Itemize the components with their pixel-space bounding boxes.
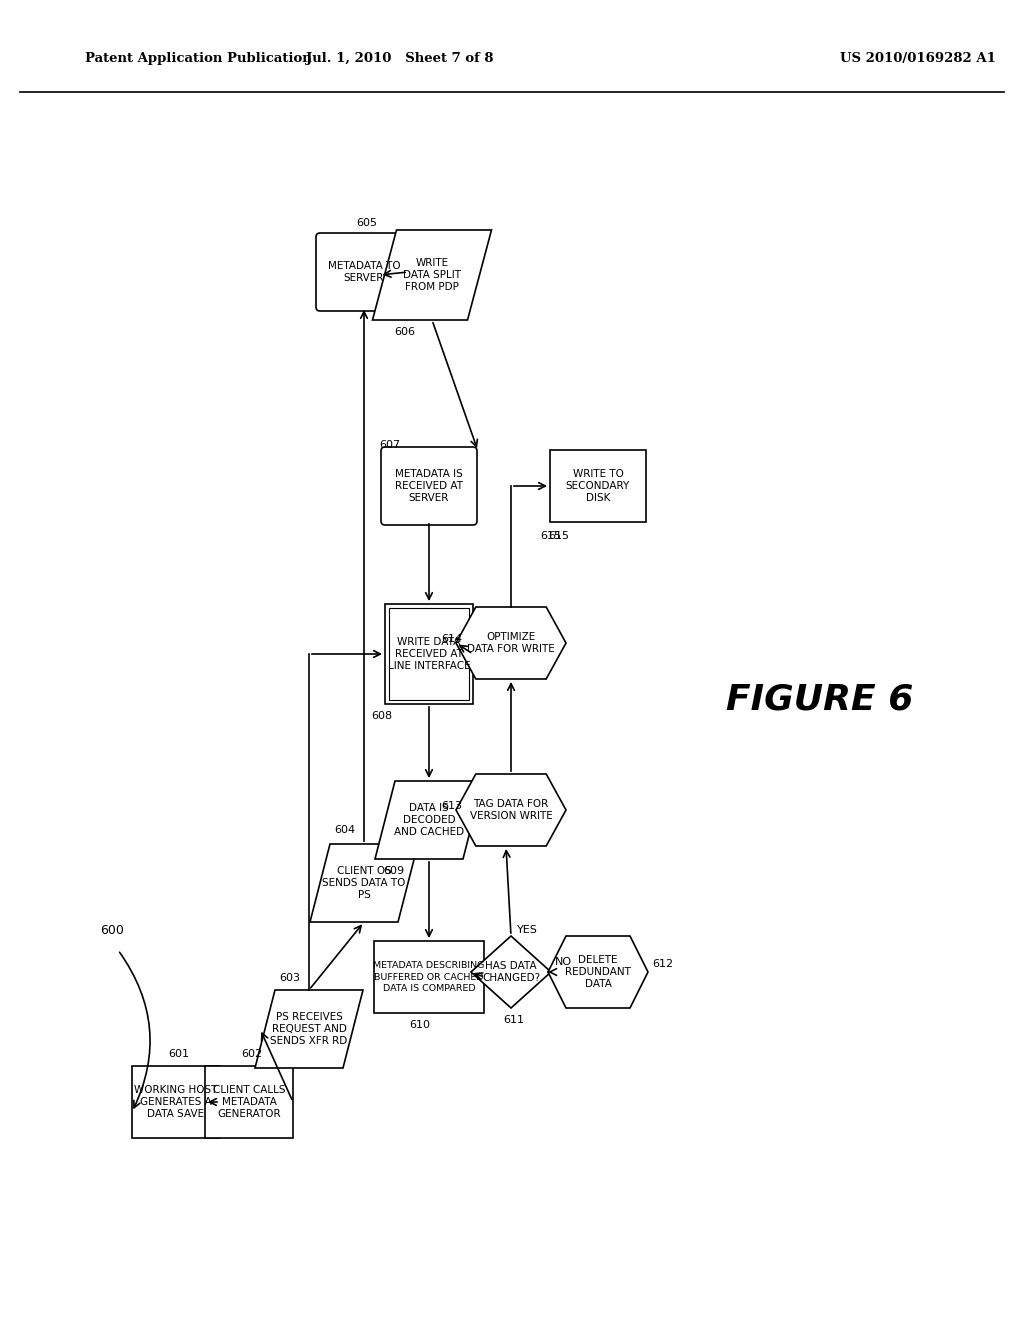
- Text: 601: 601: [168, 1049, 189, 1059]
- Bar: [374, 941, 484, 1012]
- Text: 611: 611: [503, 1015, 524, 1026]
- Text: 613: 613: [441, 801, 462, 810]
- Text: 614: 614: [441, 634, 462, 644]
- Text: FIGURE 6: FIGURE 6: [726, 682, 913, 717]
- Polygon shape: [373, 230, 492, 319]
- Text: METADATA IS
RECEIVED AT
SERVER: METADATA IS RECEIVED AT SERVER: [395, 469, 463, 503]
- Text: 606: 606: [394, 327, 415, 337]
- Text: WORKING HOST
GENERATES A
DATA SAVE: WORKING HOST GENERATES A DATA SAVE: [134, 1085, 218, 1119]
- FancyBboxPatch shape: [381, 447, 477, 525]
- Text: CLIENT OS
SENDS DATA TO
PS: CLIENT OS SENDS DATA TO PS: [323, 866, 406, 900]
- Text: WRITE TO
SECONDARY
DISK: WRITE TO SECONDARY DISK: [566, 469, 630, 503]
- Polygon shape: [548, 936, 648, 1008]
- Bar: [389, 609, 469, 700]
- Text: TAG DATA FOR
VERSION WRITE: TAG DATA FOR VERSION WRITE: [470, 799, 552, 821]
- Bar: [385, 605, 473, 704]
- Text: 602: 602: [241, 1049, 262, 1059]
- Text: OPTIMIZE
DATA FOR WRITE: OPTIMIZE DATA FOR WRITE: [467, 632, 555, 655]
- Text: 615: 615: [548, 531, 569, 541]
- Text: 605: 605: [356, 218, 377, 228]
- Polygon shape: [471, 936, 551, 1008]
- Text: METADATA TO
SERVER: METADATA TO SERVER: [328, 261, 400, 284]
- Text: YES: YES: [517, 925, 538, 935]
- Text: 612: 612: [652, 960, 673, 969]
- Text: CLIENT CALLS
METADATA
GENERATOR: CLIENT CALLS METADATA GENERATOR: [213, 1085, 286, 1119]
- FancyBboxPatch shape: [316, 234, 412, 312]
- Text: 600: 600: [100, 924, 124, 936]
- Text: PS RECEIVES
REQUEST AND
SENDS XFR RD: PS RECEIVES REQUEST AND SENDS XFR RD: [270, 1011, 347, 1047]
- Polygon shape: [255, 990, 362, 1068]
- Text: 608: 608: [371, 711, 392, 721]
- Text: 615: 615: [540, 531, 561, 541]
- Text: Patent Application Publication: Patent Application Publication: [85, 51, 311, 65]
- Polygon shape: [375, 781, 483, 859]
- Text: 610: 610: [409, 1020, 430, 1030]
- Text: DELETE
REDUNDANT
DATA: DELETE REDUNDANT DATA: [565, 954, 631, 990]
- Text: WRITE DATA
RECEIVED AT
LINE INTERFACE: WRITE DATA RECEIVED AT LINE INTERFACE: [388, 636, 470, 672]
- Polygon shape: [310, 843, 418, 921]
- Text: 609: 609: [383, 866, 404, 876]
- Text: HAS DATA
CHANGED?: HAS DATA CHANGED?: [482, 961, 540, 983]
- Polygon shape: [456, 607, 566, 678]
- Bar: [132, 1067, 220, 1138]
- Text: 607: 607: [379, 440, 400, 450]
- Text: 603: 603: [279, 973, 300, 983]
- Text: NO: NO: [555, 957, 572, 968]
- Text: Jul. 1, 2010   Sheet 7 of 8: Jul. 1, 2010 Sheet 7 of 8: [306, 51, 494, 65]
- Bar: [550, 450, 646, 521]
- Text: DATA IS
DECODED
AND CACHED: DATA IS DECODED AND CACHED: [394, 803, 464, 837]
- Text: 604: 604: [334, 825, 355, 836]
- Text: METADATA DESCRIBING
BUFFERED OR CACHED
DATA IS COMPARED: METADATA DESCRIBING BUFFERED OR CACHED D…: [374, 961, 484, 993]
- Polygon shape: [456, 774, 566, 846]
- Bar: [205, 1067, 293, 1138]
- Text: US 2010/0169282 A1: US 2010/0169282 A1: [840, 51, 996, 65]
- Text: WRITE
DATA SPLIT
FROM PDP: WRITE DATA SPLIT FROM PDP: [403, 257, 461, 293]
